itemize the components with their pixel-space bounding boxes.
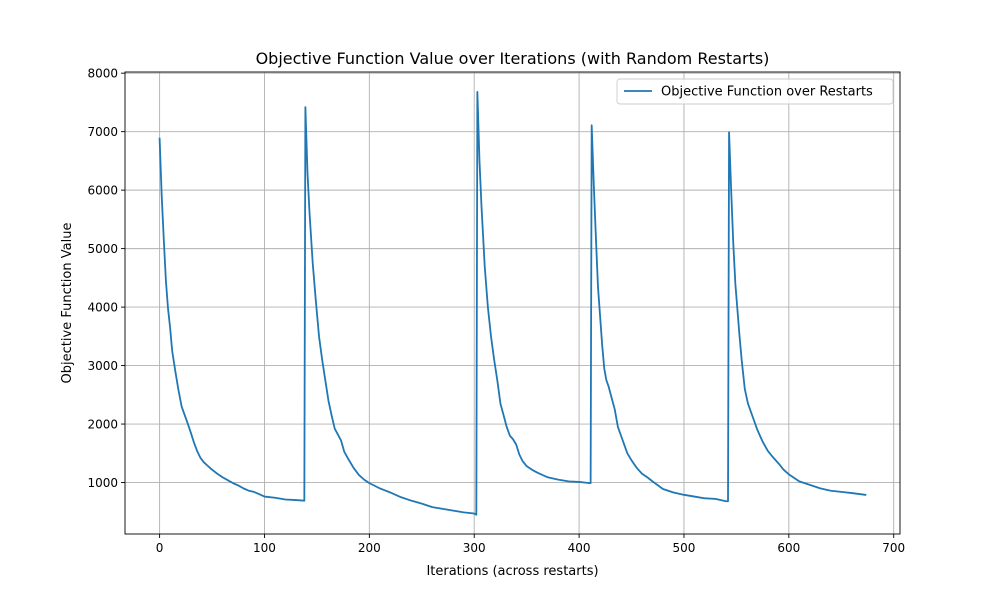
y-axis-label: Objective Function Value bbox=[60, 223, 75, 384]
y-tick-label: 8000 bbox=[87, 67, 118, 81]
y-tick-label: 7000 bbox=[87, 125, 118, 139]
y-tick-label: 2000 bbox=[87, 418, 118, 432]
x-tick-label: 700 bbox=[882, 541, 905, 555]
x-tick-label: 600 bbox=[777, 541, 800, 555]
x-tick-label: 300 bbox=[463, 541, 486, 555]
x-axis-label: Iterations (across restarts) bbox=[426, 564, 598, 579]
y-tick-label: 6000 bbox=[87, 184, 118, 198]
x-tick-label: 500 bbox=[673, 541, 696, 555]
axes-frame bbox=[124, 71, 901, 535]
series-line-0 bbox=[158, 90, 867, 516]
chart-title: Objective Function Value over Iterations… bbox=[256, 49, 770, 68]
y-tick-label: 4000 bbox=[87, 301, 118, 315]
series-layer bbox=[158, 90, 867, 516]
x-tick-label: 400 bbox=[568, 541, 591, 555]
y-tick-label: 3000 bbox=[87, 359, 118, 373]
x-tick-label: 0 bbox=[156, 541, 164, 555]
x-tick-label: 200 bbox=[358, 541, 381, 555]
y-tick-label: 1000 bbox=[87, 476, 118, 490]
legend-box bbox=[616, 78, 894, 105]
legend: Objective Function over Restarts bbox=[616, 78, 894, 105]
tick-layer: 0 100 200 300 400 500 600 700 1000 2000 3000 4000 50… bbox=[87, 67, 905, 555]
legend-label: Objective Function over Restarts bbox=[661, 85, 873, 100]
grid-layer bbox=[125, 72, 900, 534]
y-tick-label: 5000 bbox=[87, 242, 118, 256]
x-tick-label: 100 bbox=[253, 541, 276, 555]
